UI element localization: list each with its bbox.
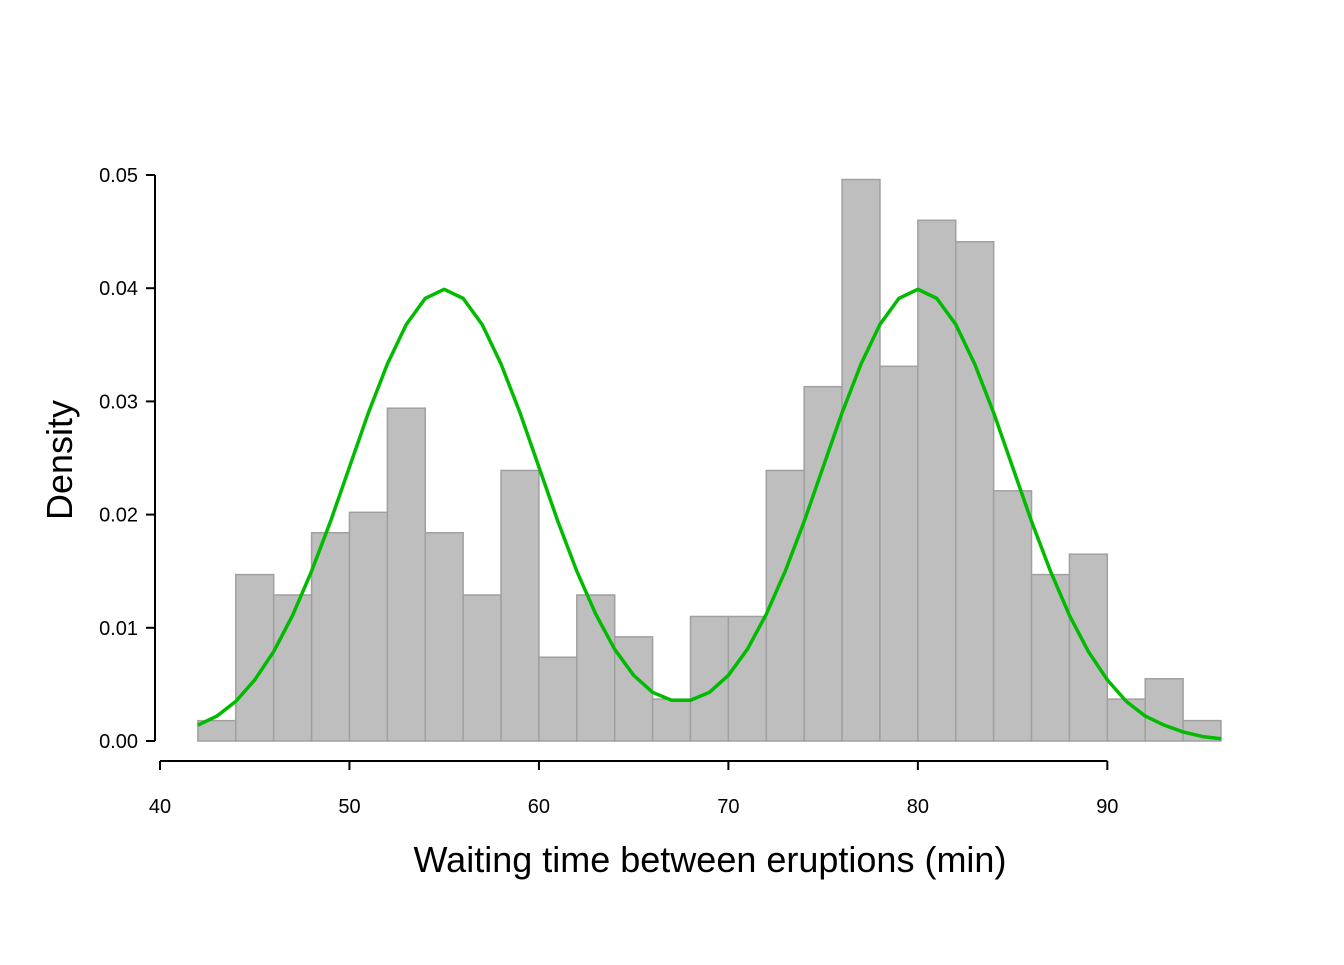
x-tick-label: 50 [338, 796, 360, 818]
histogram-bar [348, 511, 389, 742]
y-tick-label: 0.00 [99, 731, 138, 753]
histogram-bar [235, 573, 275, 742]
histogram-bar [576, 594, 616, 742]
histogram-bar [1068, 553, 1109, 742]
histogram-bar [955, 241, 995, 742]
x-tick-label: 70 [717, 796, 739, 818]
histogram-bar [386, 407, 427, 742]
histogram-bar [879, 365, 919, 742]
histogram-bar [1106, 698, 1146, 742]
x-tick-label: 40 [149, 796, 171, 818]
y-tick-label: 0.02 [99, 505, 138, 527]
histogram-bar [917, 219, 957, 742]
y-tick-label: 0.01 [99, 618, 138, 640]
histogram-bar [651, 698, 692, 742]
histogram-bar [803, 385, 843, 742]
x-tick-label: 60 [528, 796, 550, 818]
histogram-bar [727, 615, 768, 742]
x-tick-label: 90 [1096, 796, 1118, 818]
histogram-bar [462, 594, 502, 742]
histogram-bar [765, 469, 805, 742]
x-tick-label: 80 [907, 796, 929, 818]
x-axis-label: Waiting time between eruptions (min) [414, 839, 1007, 880]
histogram-bar [310, 531, 351, 742]
density-curve [197, 287, 1222, 741]
histogram-bar [424, 531, 464, 742]
histogram-bar [841, 178, 881, 742]
y-axis-label: Density [39, 400, 80, 520]
y-tick-label: 0.04 [99, 278, 138, 300]
y-tick-label: 0.05 [99, 165, 138, 187]
histogram-bar [500, 469, 540, 742]
y-tick-label: 0.03 [99, 391, 138, 413]
histogram-bar [538, 656, 578, 742]
histogram-bar [992, 490, 1033, 742]
